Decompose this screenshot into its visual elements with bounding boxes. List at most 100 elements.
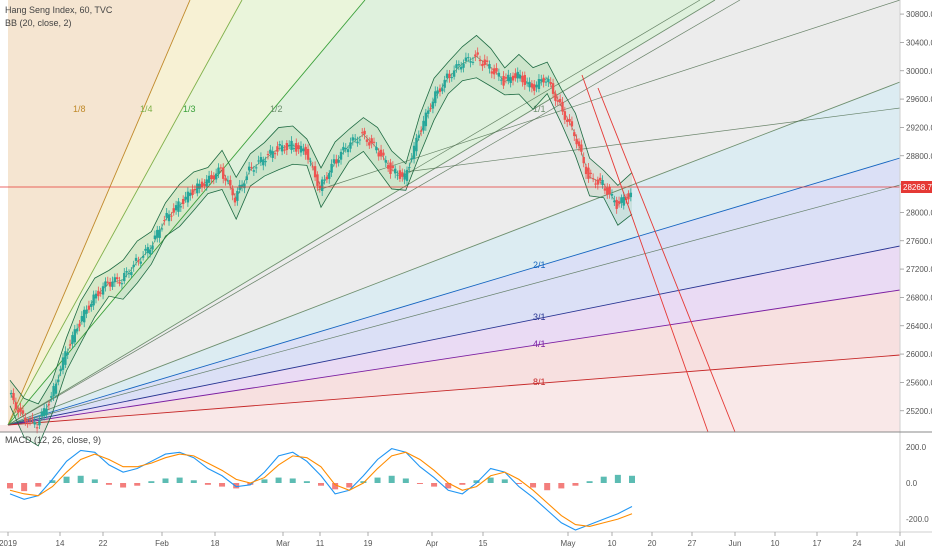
- macd-tick-label: 0.0: [906, 479, 918, 488]
- candle-body: [375, 147, 378, 151]
- bb-indicator-label[interactable]: BB (20, close, 2): [5, 18, 72, 28]
- candle-body: [19, 407, 22, 412]
- candle-body: [601, 179, 604, 185]
- candle-body: [582, 156, 585, 164]
- candle-body: [620, 197, 623, 203]
- candle-body: [455, 64, 458, 69]
- candle-body: [113, 277, 117, 283]
- candle-body: [452, 70, 456, 77]
- candle-body: [111, 281, 114, 287]
- price-tick-label: 28000.0: [906, 208, 932, 217]
- candle-body: [587, 167, 590, 179]
- macd-hist-bar: [459, 483, 466, 485]
- candle-body: [403, 173, 406, 180]
- macd-hist-bar: [247, 483, 254, 485]
- candle-body: [167, 214, 171, 222]
- candle-body: [14, 402, 18, 410]
- candle-body: [61, 357, 65, 370]
- candle-body: [316, 174, 319, 186]
- candle-body: [78, 323, 81, 327]
- candle-body: [427, 110, 430, 114]
- macd-hist-bar: [515, 483, 522, 484]
- candle-body: [24, 417, 27, 422]
- candle-body: [443, 79, 446, 88]
- candle-body: [269, 149, 272, 154]
- macd-hist-bar: [63, 476, 70, 483]
- macd-indicator-label[interactable]: MACD (12, 26, close, 9): [5, 435, 101, 445]
- candle-body: [558, 98, 562, 103]
- candle-body: [429, 108, 432, 110]
- candle-body: [377, 152, 380, 157]
- candle-body: [148, 249, 152, 255]
- macd-tick-label: -200.0: [906, 515, 929, 524]
- candle-body: [71, 335, 74, 344]
- candle-body: [116, 277, 119, 280]
- time-tick-label: Feb: [155, 539, 169, 548]
- macd-hist-bar: [303, 481, 310, 483]
- time-tick-label: 20: [648, 539, 657, 548]
- candle-body: [356, 141, 359, 144]
- candle-body: [68, 344, 72, 346]
- candle-body: [596, 179, 600, 185]
- candle-body: [54, 383, 58, 394]
- time-tick-label: Jul: [895, 539, 905, 548]
- candle-body: [47, 404, 51, 406]
- candle-body: [12, 392, 15, 401]
- candle-body: [361, 132, 364, 134]
- candle-body: [325, 176, 329, 180]
- candle-body: [85, 309, 88, 314]
- candle-body: [217, 167, 220, 174]
- candle-body: [130, 271, 133, 276]
- candle-body: [226, 180, 230, 182]
- candle-body: [372, 141, 376, 143]
- candle-body: [92, 294, 95, 306]
- candle-body: [424, 112, 428, 127]
- candle-body: [566, 119, 569, 122]
- candle-body: [287, 144, 291, 146]
- macd-histogram: [7, 474, 635, 492]
- candle-body: [87, 305, 91, 310]
- price-tick-label: 27600.0: [906, 237, 932, 246]
- candle-body: [212, 175, 215, 180]
- candle-body: [497, 72, 501, 77]
- macd-hist-bar: [204, 483, 211, 485]
- time-tick-label: 22: [99, 539, 108, 548]
- candle-body: [575, 138, 578, 145]
- candle-body: [271, 151, 274, 158]
- candle-body: [509, 77, 512, 83]
- candle-body: [613, 200, 616, 203]
- candle-body: [606, 187, 609, 195]
- candle-body: [120, 283, 124, 285]
- candle-body: [584, 166, 588, 175]
- price-tick-label: 25200.0: [906, 407, 932, 416]
- candle-body: [490, 71, 494, 74]
- candle-body: [610, 194, 614, 196]
- candle-body: [35, 427, 39, 429]
- candle-body: [118, 281, 121, 284]
- candle-body: [153, 235, 157, 240]
- candle-body: [332, 159, 336, 163]
- macd-hist-bar: [431, 483, 438, 487]
- candle-body: [283, 149, 286, 151]
- candle-body: [198, 183, 201, 189]
- candle-body: [26, 423, 29, 425]
- candle-body: [210, 174, 213, 180]
- symbol-title[interactable]: Hang Seng Index, 60, TVC: [5, 5, 113, 15]
- candle-body: [551, 83, 555, 94]
- candle-body: [276, 146, 279, 152]
- candle-body: [622, 196, 625, 206]
- macd-hist-bar: [91, 479, 98, 483]
- macd-hist-bar: [289, 478, 296, 483]
- candle-body: [394, 168, 397, 174]
- candle-body: [467, 57, 470, 59]
- macd-lines: [9, 448, 633, 531]
- time-tick-label: Apr: [426, 539, 439, 548]
- candle-body: [540, 79, 543, 82]
- candle-body: [537, 79, 541, 89]
- candle-body: [412, 145, 416, 159]
- candle-body: [544, 81, 548, 83]
- candle-body: [97, 290, 100, 297]
- candle-body: [554, 93, 557, 101]
- macd-hist-bar: [105, 483, 112, 485]
